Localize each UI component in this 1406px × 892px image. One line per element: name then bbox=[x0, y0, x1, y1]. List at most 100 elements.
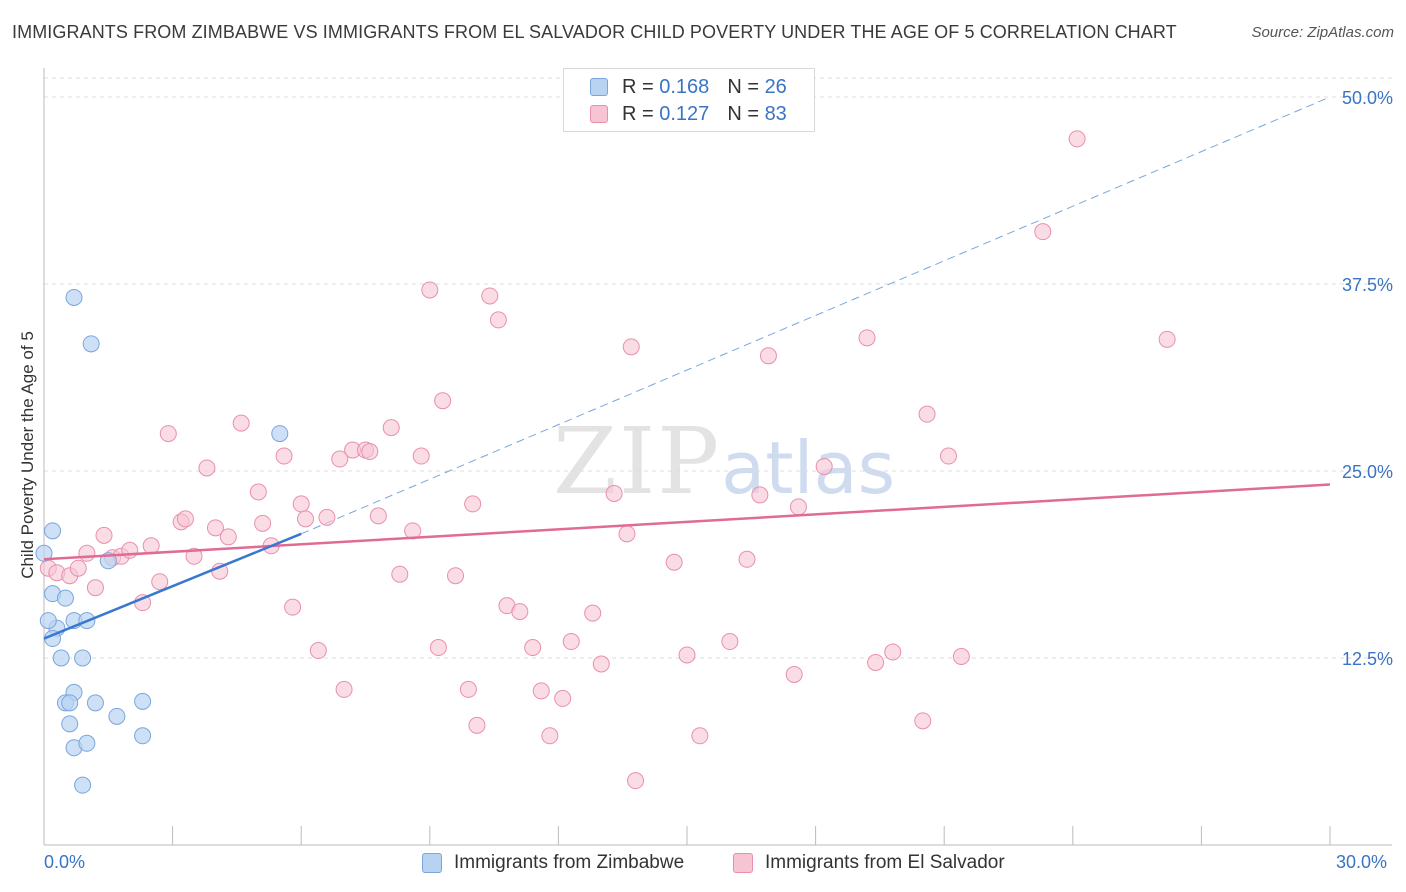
point-elsalvador bbox=[678, 646, 696, 664]
correlation-legend: R = 0.168 N = 26 R = 0.127 N = 83 bbox=[563, 68, 815, 132]
point-elsalvador bbox=[412, 447, 430, 465]
point-elsalvador bbox=[335, 680, 353, 698]
point-zimbabwe bbox=[82, 335, 100, 353]
point-elsalvador bbox=[867, 653, 885, 671]
point-elsalvador bbox=[464, 495, 482, 513]
trend-line-zimbabwe bbox=[43, 532, 302, 640]
point-elsalvador bbox=[391, 565, 409, 583]
point-elsalvador bbox=[665, 553, 683, 571]
watermark: ZIPatlas bbox=[553, 408, 895, 515]
chart-title: IMMIGRANTS FROM ZIMBABWE VS IMMIGRANTS F… bbox=[12, 22, 1177, 42]
x-tick-label-min: 0.0% bbox=[44, 852, 86, 872]
point-zimbabwe bbox=[61, 694, 79, 712]
point-elsalvador bbox=[1068, 130, 1086, 148]
point-elsalvador bbox=[421, 281, 439, 299]
point-elsalvador bbox=[121, 541, 139, 559]
x-tick-label-max: 30.0% bbox=[1336, 852, 1388, 872]
point-elsalvador bbox=[249, 483, 267, 501]
bottom-legend-zimbabwe: Immigrants from Zimbabwe bbox=[422, 852, 684, 874]
watermark-zip: ZIP bbox=[553, 408, 722, 515]
point-elsalvador bbox=[198, 459, 216, 477]
legend-row-zimbabwe: R = 0.168 N = 26 bbox=[590, 75, 787, 99]
point-elsalvador bbox=[815, 458, 833, 476]
point-elsalvador bbox=[759, 347, 777, 365]
point-elsalvador bbox=[622, 338, 640, 356]
point-zimbabwe bbox=[134, 727, 152, 745]
bottom-legend-label-zimbabwe: Immigrants from Zimbabwe bbox=[454, 852, 685, 873]
trend-line-elsalvador bbox=[43, 483, 1331, 561]
y-axis-label: Child Poverty Under the Age of 5 bbox=[18, 331, 37, 579]
legend-swatch-elsalvador bbox=[590, 105, 608, 123]
point-elsalvador bbox=[296, 510, 314, 528]
point-elsalvador bbox=[691, 727, 709, 745]
watermark-atlas: atlas bbox=[721, 426, 896, 510]
point-elsalvador bbox=[884, 643, 902, 661]
point-zimbabwe bbox=[134, 692, 152, 710]
point-elsalvador bbox=[86, 579, 104, 597]
point-elsalvador bbox=[78, 544, 96, 562]
point-zimbabwe bbox=[61, 715, 79, 733]
point-elsalvador bbox=[309, 642, 327, 660]
point-elsalvador bbox=[331, 450, 349, 468]
point-elsalvador bbox=[254, 514, 272, 532]
point-elsalvador bbox=[592, 655, 610, 673]
point-elsalvador bbox=[751, 486, 769, 504]
point-elsalvador bbox=[738, 550, 756, 568]
point-elsalvador bbox=[721, 633, 739, 651]
point-zimbabwe bbox=[86, 694, 104, 712]
point-elsalvador bbox=[185, 547, 203, 565]
legend-r-value: 0.127 bbox=[659, 102, 710, 125]
point-elsalvador bbox=[284, 598, 302, 616]
point-elsalvador bbox=[95, 526, 113, 544]
point-elsalvador bbox=[429, 639, 447, 657]
point-elsalvador bbox=[206, 519, 224, 537]
point-elsalvador bbox=[434, 392, 452, 410]
point-zimbabwe bbox=[52, 649, 70, 667]
point-elsalvador bbox=[785, 665, 803, 683]
legend-row-elsalvador: R = 0.127 N = 83 bbox=[590, 102, 787, 126]
point-elsalvador bbox=[511, 603, 529, 621]
legend-n-label: N = bbox=[727, 75, 759, 98]
y-tick-label: 12.5% bbox=[1342, 649, 1393, 669]
point-elsalvador bbox=[618, 525, 636, 543]
legend-n-value: 26 bbox=[764, 75, 787, 98]
point-zimbabwe bbox=[39, 612, 57, 630]
bottom-legend-label-elsalvador: Immigrants from El Salvador bbox=[765, 852, 1005, 873]
source-label: Source: ZipAtlas.com bbox=[1251, 24, 1394, 41]
point-elsalvador bbox=[584, 604, 602, 622]
point-elsalvador bbox=[524, 639, 542, 657]
point-elsalvador bbox=[858, 329, 876, 347]
legend-swatch-zimbabwe bbox=[590, 78, 608, 96]
point-elsalvador bbox=[151, 573, 169, 591]
point-elsalvador bbox=[554, 689, 572, 707]
point-zimbabwe bbox=[35, 544, 53, 562]
point-elsalvador bbox=[382, 419, 400, 437]
y-tick-label: 37.5% bbox=[1342, 275, 1393, 295]
point-elsalvador bbox=[605, 484, 623, 502]
y-tick-label: 25.0% bbox=[1342, 462, 1393, 482]
point-zimbabwe bbox=[65, 288, 83, 306]
point-elsalvador bbox=[219, 528, 237, 546]
point-zimbabwe bbox=[74, 649, 92, 667]
point-zimbabwe bbox=[271, 425, 289, 443]
point-elsalvador bbox=[918, 405, 936, 423]
legend-r-label: R = bbox=[622, 102, 654, 125]
bottom-legend-swatch-elsalvador bbox=[733, 853, 753, 873]
point-elsalvador bbox=[176, 510, 194, 528]
point-elsalvador bbox=[318, 508, 336, 526]
point-elsalvador bbox=[292, 495, 310, 513]
point-elsalvador bbox=[562, 633, 580, 651]
point-zimbabwe bbox=[78, 734, 96, 752]
point-elsalvador bbox=[939, 447, 957, 465]
point-elsalvador bbox=[789, 498, 807, 516]
point-elsalvador bbox=[532, 682, 550, 700]
point-elsalvador bbox=[1034, 223, 1052, 241]
bottom-legend-swatch-zimbabwe bbox=[422, 853, 442, 873]
point-elsalvador bbox=[627, 772, 645, 790]
legend-n-value: 83 bbox=[764, 102, 787, 125]
point-elsalvador bbox=[275, 447, 293, 465]
point-elsalvador bbox=[459, 680, 477, 698]
point-elsalvador bbox=[489, 311, 507, 329]
point-zimbabwe bbox=[74, 776, 92, 794]
point-elsalvador bbox=[541, 727, 559, 745]
